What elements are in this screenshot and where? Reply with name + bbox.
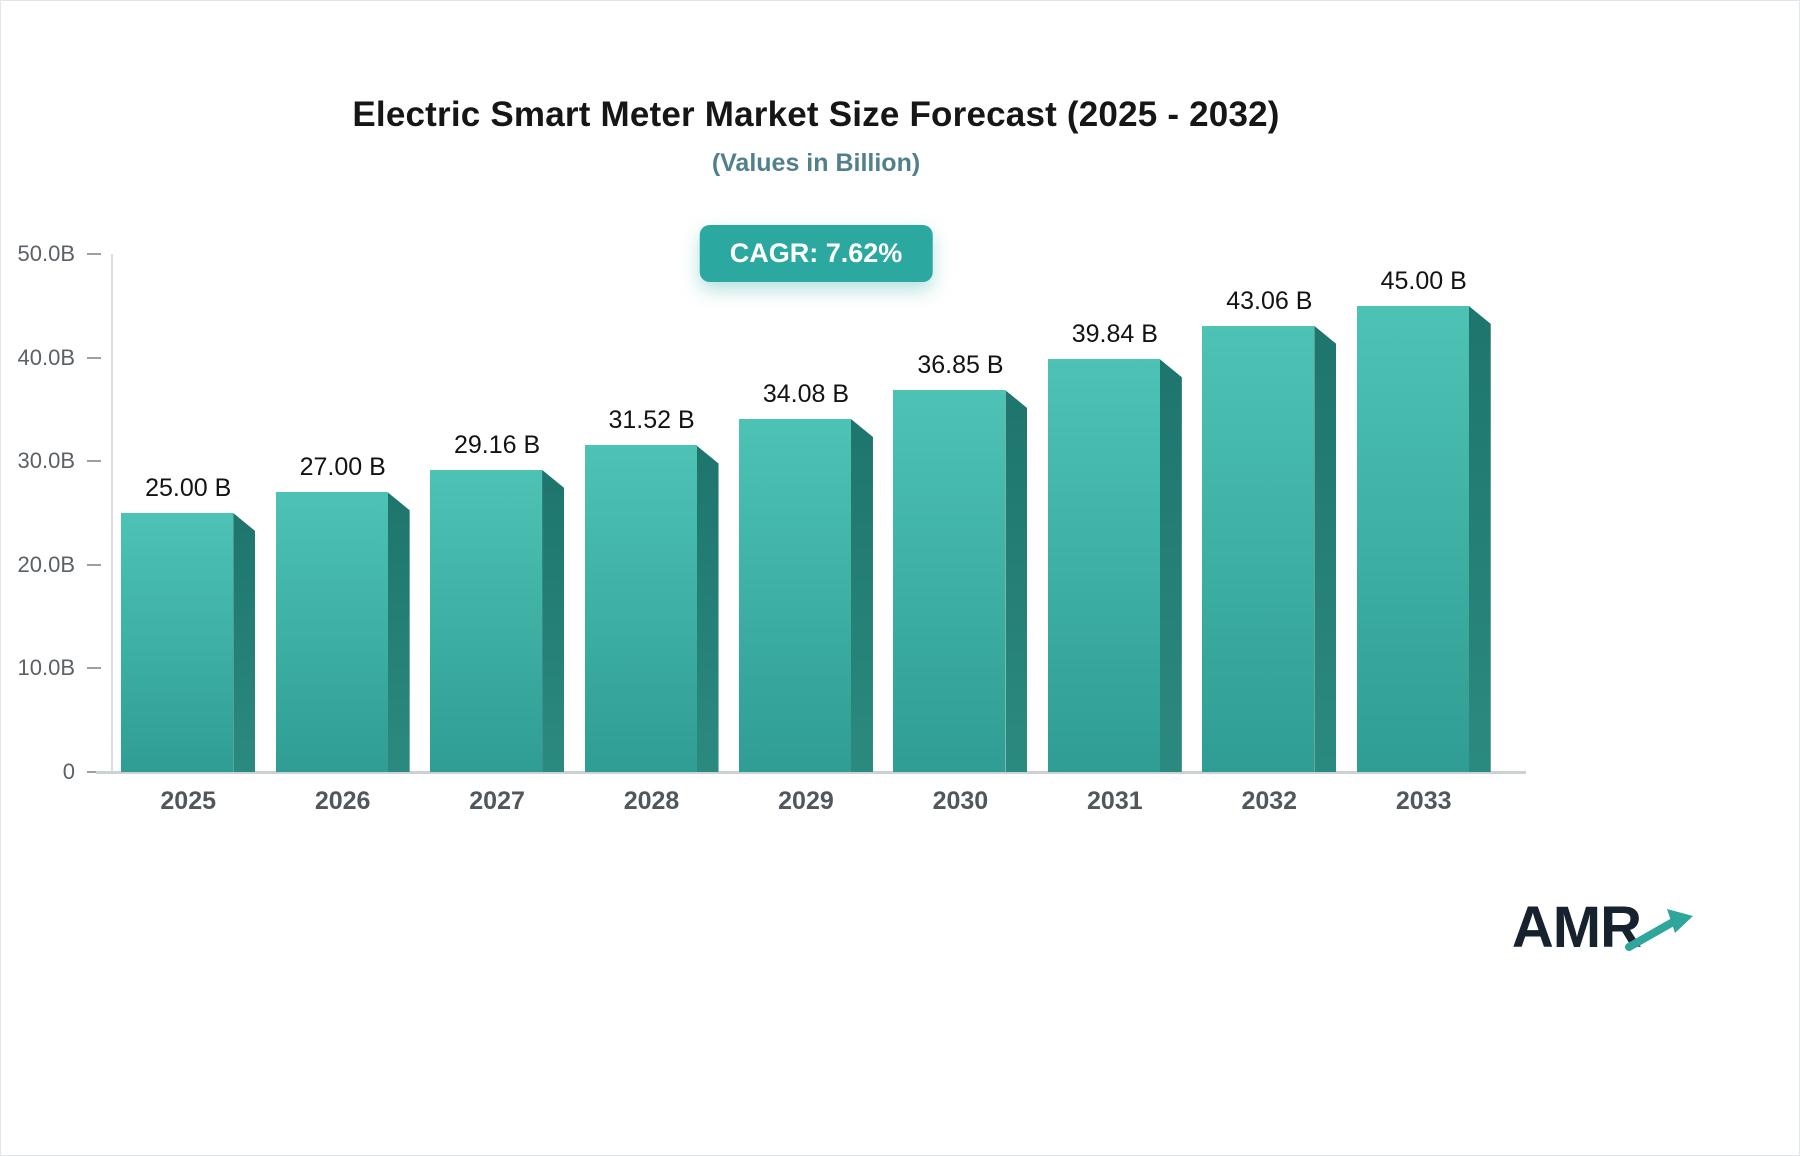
bar-slot: 27.00 B <box>265 254 419 772</box>
bar-side-3d <box>850 418 873 772</box>
y-tick-label: 50.0B <box>17 241 76 266</box>
chart-title: Electric Smart Meter Market Size Forecas… <box>352 95 1280 134</box>
bar-value-label: 39.84 B <box>1071 320 1158 349</box>
x-tick-label: 2033 <box>1395 787 1452 815</box>
x-tick-label: 2030 <box>932 787 989 815</box>
y-tick-label: 0 <box>62 759 75 784</box>
bar-value-label: 36.85 B <box>917 351 1004 380</box>
y-axis-line <box>111 254 113 772</box>
y-axis-ticks: 50.0B 40.0B 30.0B 20.0B 10.0B 0 <box>1 241 103 784</box>
x-tick-label: 2032 <box>1241 787 1298 815</box>
y-tick-mark <box>87 253 101 255</box>
bar-value-label: 34.08 B <box>762 379 850 408</box>
bar-side-3d <box>1468 305 1491 772</box>
y-tick-label: 10.0B <box>17 655 76 681</box>
y-tick-mark <box>87 771 101 773</box>
bar-side-3d <box>233 513 256 772</box>
bar-2031: 39.84 B <box>1047 320 1182 772</box>
bar-side-3d <box>1159 359 1182 772</box>
bar-slot: 43.06 B <box>1192 254 1346 772</box>
y-tick-label: 40.0B <box>17 344 76 370</box>
bar-value-label: 29.16 B <box>454 430 541 459</box>
bar-2030: 36.85 B <box>893 351 1028 772</box>
y-tick-mark <box>87 563 101 566</box>
bar-face <box>430 469 543 772</box>
bar-2029: 34.08 B <box>738 380 873 772</box>
y-tick-mark <box>87 356 101 359</box>
bar-slot: 31.52 B <box>574 254 728 772</box>
y-tick-label: 30.0B <box>17 448 76 474</box>
x-axis-line <box>96 771 1526 774</box>
bar-face <box>121 513 234 772</box>
bar-side-3d <box>1314 325 1337 772</box>
bar-slot: 45.00 B <box>1347 254 1501 772</box>
bar-face <box>584 445 697 772</box>
bar-face <box>1047 359 1160 772</box>
y-tick-label: 20.0B <box>17 551 76 577</box>
x-tick-label: 2027 <box>469 787 525 815</box>
amr-logo: AMR <box>1512 899 1695 957</box>
bar-2025: 25.00 B <box>121 474 256 772</box>
bar-slot: 29.16 B <box>420 254 574 772</box>
bar-2027: 29.16 B <box>430 431 565 772</box>
bar-2032: 43.06 B <box>1202 287 1337 772</box>
bar-value-label: 45.00 B <box>1380 266 1467 295</box>
bar-value-label: 27.00 B <box>299 453 386 482</box>
bar-value-label: 25.00 B <box>145 474 232 502</box>
chart-subtitle: (Values in Billion) <box>711 149 921 177</box>
bar-value-label: 43.06 B <box>1226 286 1313 315</box>
x-tick-label: 2028 <box>623 787 680 815</box>
growth-arrow-icon <box>1625 909 1693 951</box>
bar-side-3d <box>387 492 410 772</box>
bar-2026: 27.00 B <box>275 453 410 772</box>
x-tick-label: 2026 <box>314 787 371 815</box>
bar-face <box>893 390 1006 772</box>
y-tick-mark <box>87 460 101 463</box>
bar-side-3d <box>696 445 719 772</box>
x-axis-labels: 2025 2026 2027 2028 2029 2030 2031 2032 2033 <box>111 787 1501 816</box>
bar-side-3d <box>1005 390 1028 772</box>
bar-slot: 34.08 B <box>729 254 883 772</box>
bar-value-label: 31.52 B <box>608 406 695 435</box>
bar-2028: 31.52 B <box>584 406 719 772</box>
x-tick-label: 2029 <box>778 787 834 815</box>
bar-face <box>1356 305 1469 772</box>
x-tick-label: 2025 <box>160 787 217 815</box>
bar-face <box>738 418 851 772</box>
bar-side-3d <box>542 469 565 772</box>
amr-logo-text: AMR <box>1511 895 1642 960</box>
cagr-badge: CAGR: 7.62% <box>699 225 933 282</box>
bar-slot: 36.85 B <box>883 254 1037 772</box>
x-tick-label: 2031 <box>1087 787 1143 815</box>
bar-face <box>275 492 388 772</box>
y-tick-mark <box>87 667 101 670</box>
bar-slot: 39.84 B <box>1038 254 1192 772</box>
bar-2033: 45.00 B <box>1356 267 1491 772</box>
bar-face <box>1202 325 1315 772</box>
bar-slot: 25.00 B <box>111 254 265 772</box>
plot-area: 25.00 B 27.00 B 29.16 B 31.52 B 34.08 B 36.85… <box>111 254 1501 772</box>
